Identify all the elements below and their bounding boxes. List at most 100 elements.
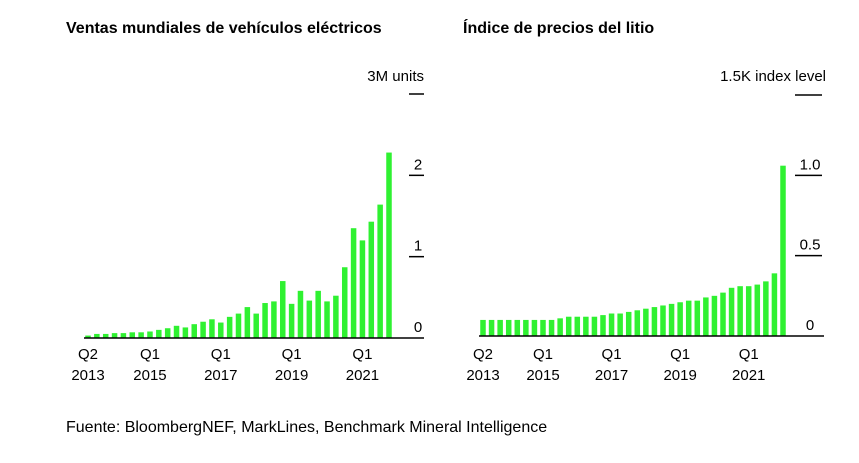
bar-31: [359, 240, 366, 338]
bar-15: [218, 322, 224, 338]
x-tick-label: Q1: [602, 346, 622, 363]
x-tick-year-label: 2021: [732, 367, 765, 384]
bar-30: [350, 228, 357, 338]
bar-14: [600, 315, 606, 336]
chart-title-ev-sales: Ventas mundiales de vehículos eléctricos: [66, 20, 382, 37]
y-tick-label: 0: [414, 319, 422, 336]
bar-12: [583, 316, 589, 336]
bar-1: [488, 319, 495, 336]
unit-label-ev-sales: 3M units: [367, 68, 424, 85]
x-tick-year-label: 2019: [663, 367, 696, 384]
source-note: Fuente: BloombergNEF, MarkLines, Benchma…: [66, 419, 548, 436]
bar-22: [668, 303, 675, 336]
bar-10: [173, 325, 180, 338]
x-tick-label: Q1: [211, 346, 231, 363]
bar-17: [625, 311, 632, 336]
bar-5: [523, 319, 529, 336]
x-tick-label: Q2: [78, 346, 98, 363]
x-tick-year-label: 2013: [466, 367, 499, 384]
bar-32: [754, 284, 761, 336]
bar-9: [557, 318, 563, 336]
x-tick-year-label: 2019: [275, 367, 308, 384]
bar-29: [728, 287, 735, 336]
bar-6: [531, 319, 538, 336]
x-tick-label: Q1: [352, 346, 372, 363]
bar-13: [200, 321, 206, 338]
bar-11: [182, 327, 189, 338]
bar-27: [324, 301, 330, 338]
x-tick-label: Q1: [282, 346, 302, 363]
bar-27: [711, 295, 718, 336]
bar-23: [288, 303, 295, 338]
x-tick-year-label: 2017: [204, 367, 237, 384]
bar-31: [745, 286, 752, 336]
x-tick-year-label: 2017: [595, 367, 628, 384]
bar-7: [147, 331, 153, 338]
bar-3: [505, 319, 512, 336]
y-tick-label: 1: [414, 238, 422, 255]
y-tick-label: 0.5: [800, 237, 821, 254]
bar-7: [540, 319, 546, 336]
bar-35: [780, 165, 786, 336]
bar-25: [306, 300, 313, 338]
bar-4: [120, 333, 127, 338]
x-tick-label: Q1: [533, 346, 553, 363]
x-tick-year-label: 2021: [346, 367, 379, 384]
bar-21: [271, 301, 277, 338]
y-tick-label: 1.0: [800, 156, 821, 173]
bar-12: [191, 324, 197, 338]
bar-2: [102, 333, 109, 338]
bar-13: [591, 316, 598, 336]
bar-2: [497, 319, 503, 336]
bar-26: [315, 290, 321, 338]
bar-19: [643, 308, 649, 336]
y-tick-label: 0: [806, 317, 814, 334]
bar-33: [763, 281, 769, 336]
x-tick-year-label: 2015: [133, 367, 166, 384]
bar-11: [574, 316, 581, 336]
bar-24: [685, 300, 692, 336]
bar-29: [341, 267, 348, 338]
bar-9: [164, 328, 171, 338]
bar-8: [548, 319, 555, 336]
unit-label-lithium-price: 1.5K index level: [720, 68, 826, 85]
bar-1: [94, 333, 100, 338]
bar-20: [262, 303, 268, 338]
bar-14: [209, 319, 215, 338]
x-tick-label: Q1: [670, 346, 690, 363]
bar-18: [244, 307, 251, 338]
bar-25: [694, 300, 701, 336]
bar-5: [129, 332, 136, 338]
bar-19: [253, 313, 259, 338]
bar-16: [226, 316, 233, 338]
bar-16: [617, 313, 623, 336]
bar-33: [377, 204, 383, 338]
bar-30: [737, 286, 743, 336]
chart-title-lithium-price: Índice de precios del litio: [463, 20, 655, 37]
x-tick-year-label: 2015: [526, 367, 559, 384]
bar-32: [368, 221, 375, 338]
bar-21: [660, 305, 666, 336]
bar-26: [703, 297, 709, 336]
x-tick-year-label: 2013: [71, 367, 104, 384]
bar-28: [333, 295, 339, 338]
bar-17: [235, 313, 242, 338]
bar-24: [297, 290, 304, 338]
bar-34: [386, 152, 392, 338]
x-tick-label: Q2: [473, 346, 493, 363]
bar-8: [156, 329, 162, 338]
x-tick-label: Q1: [140, 346, 160, 363]
bar-34: [771, 273, 778, 336]
bar-3: [111, 333, 118, 338]
bar-15: [608, 313, 615, 336]
bar-0: [85, 335, 91, 338]
bar-6: [138, 332, 144, 338]
bar-10: [565, 316, 572, 336]
bar-4: [514, 319, 521, 336]
bar-28: [720, 292, 726, 336]
bar-18: [634, 310, 641, 336]
y-tick-label: 2: [414, 156, 422, 173]
bar-0: [480, 319, 486, 336]
